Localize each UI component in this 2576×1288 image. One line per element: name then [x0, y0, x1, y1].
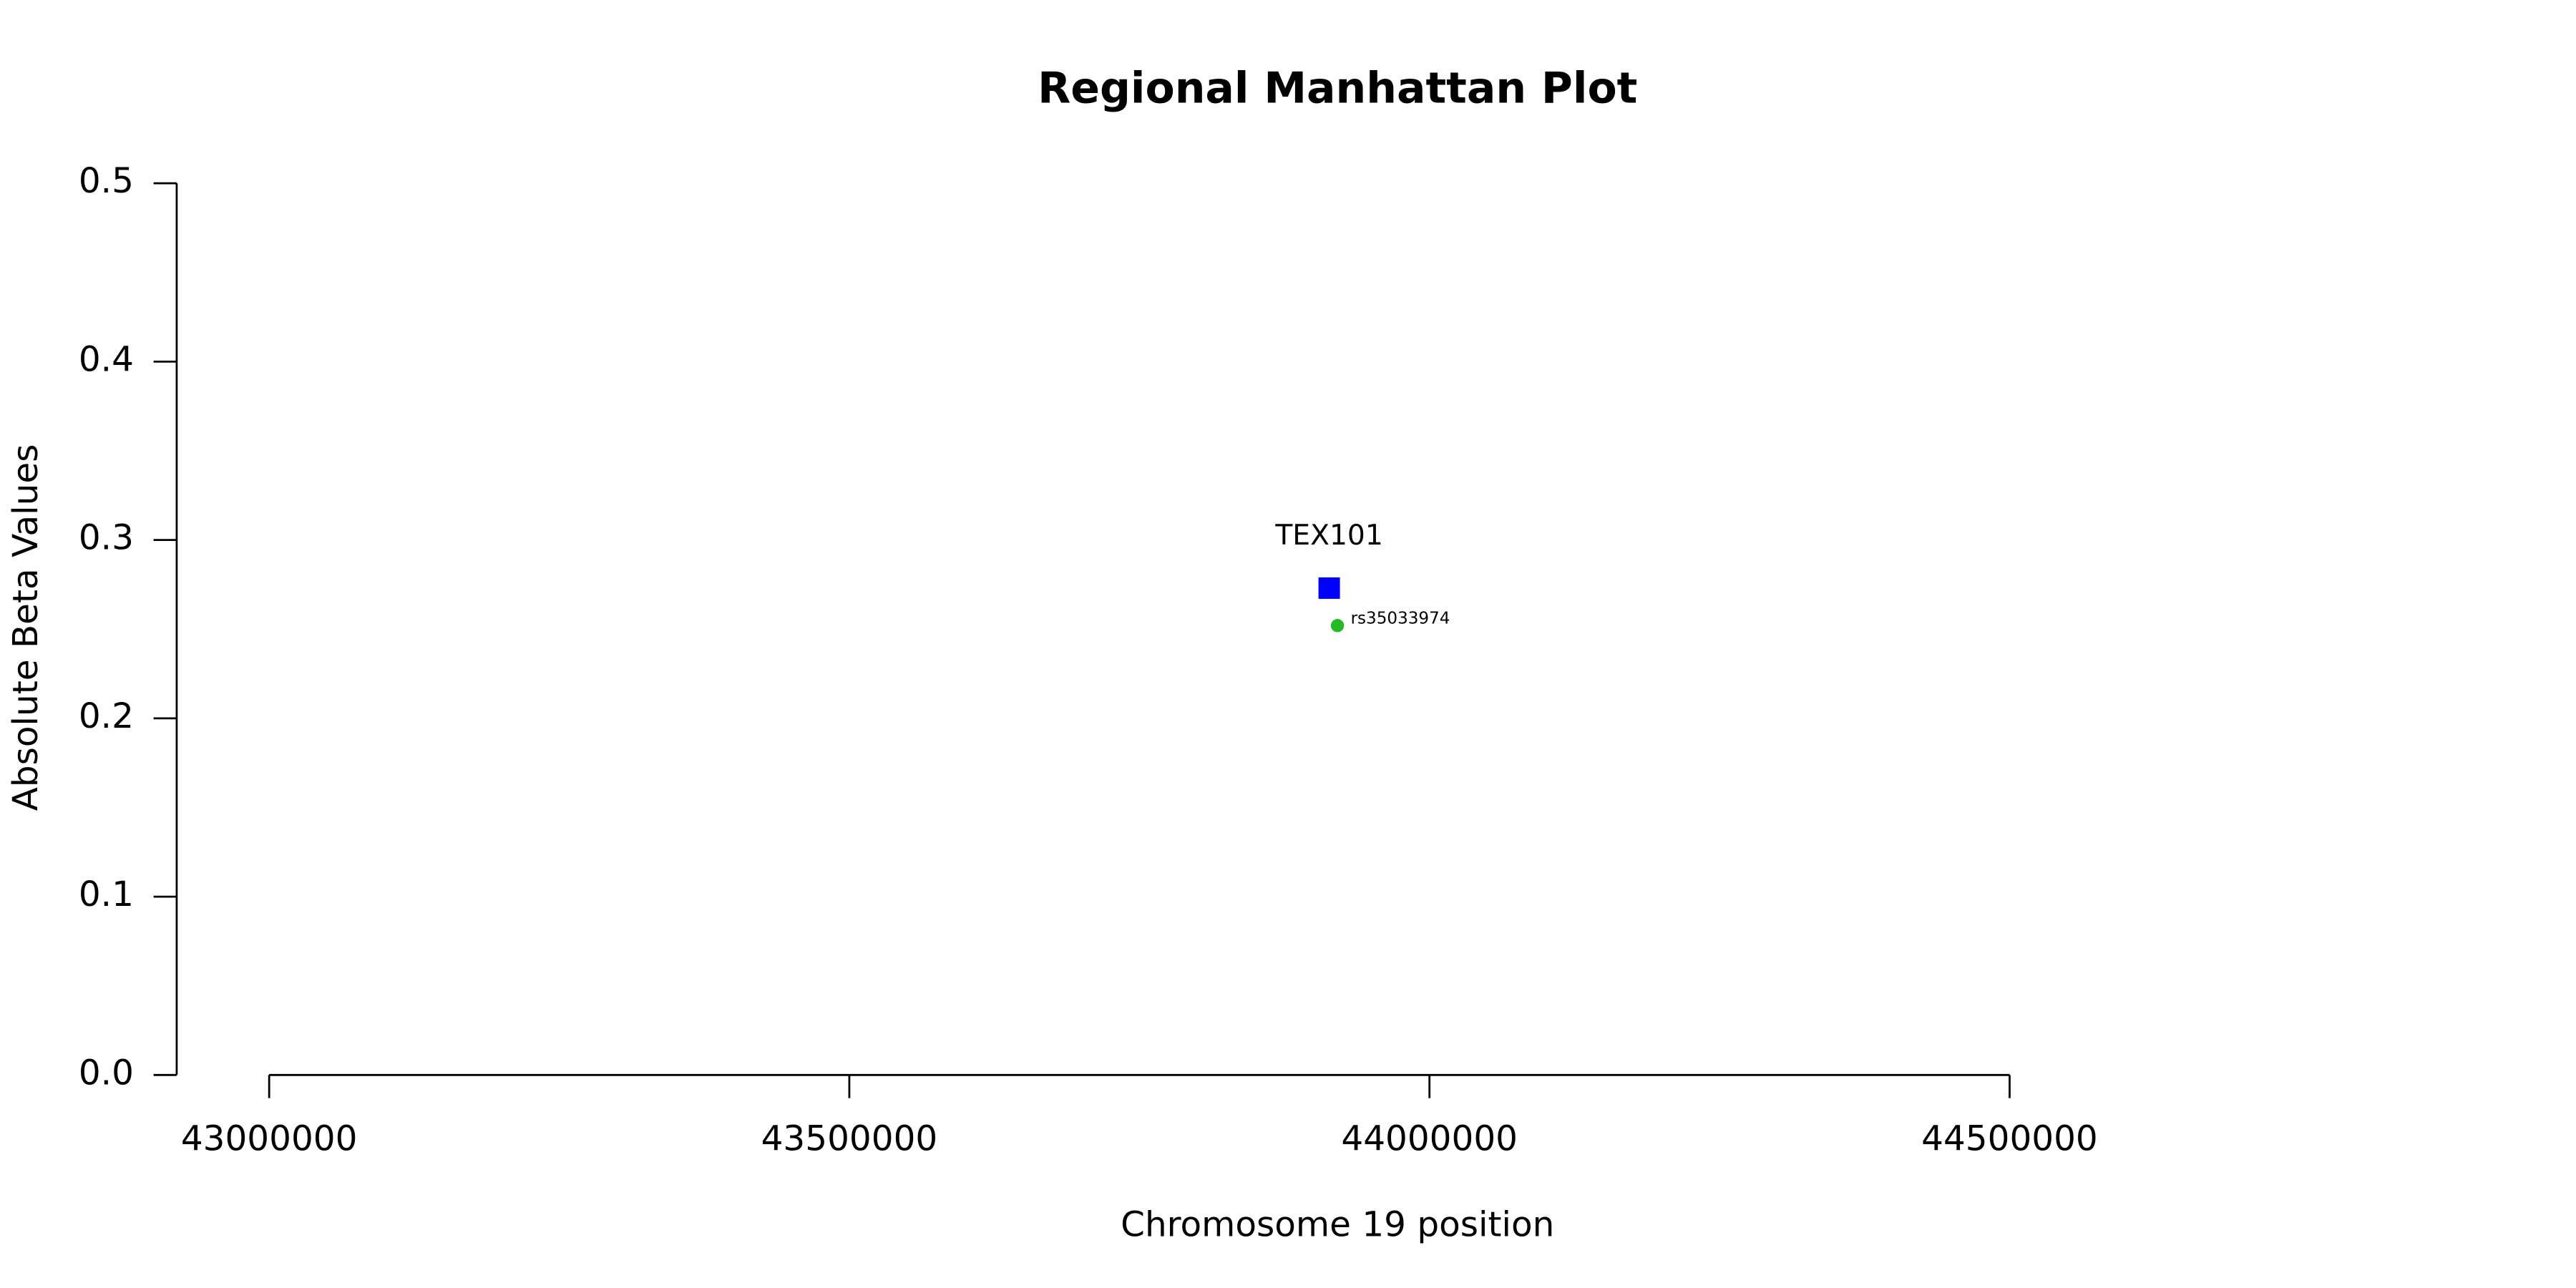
- y-tick-label: 0.3: [79, 518, 134, 558]
- y-tick-label: 0.2: [79, 696, 134, 736]
- y-tick-label: 0.0: [79, 1053, 134, 1093]
- y-tick-label: 0.4: [79, 339, 134, 379]
- snp-marker: [1330, 619, 1345, 633]
- y-axis-label: Absolute Beta Values: [6, 444, 46, 811]
- x-tick-label: 43500000: [761, 1119, 938, 1159]
- gene-label: TEX101: [1274, 519, 1382, 552]
- x-axis-label: Chromosome 19 position: [1121, 1205, 1554, 1245]
- x-tick-label: 44000000: [1341, 1119, 1518, 1159]
- x-tick-label: 44500000: [1921, 1119, 2098, 1159]
- gene-marker: [1318, 577, 1340, 599]
- y-tick-label: 0.1: [79, 874, 134, 914]
- x-tick-label: 43000000: [181, 1119, 358, 1159]
- y-tick-label: 0.5: [79, 161, 134, 201]
- chart-title: Regional Manhattan Plot: [1038, 64, 1637, 114]
- snp-label: rs35033974: [1351, 610, 1450, 628]
